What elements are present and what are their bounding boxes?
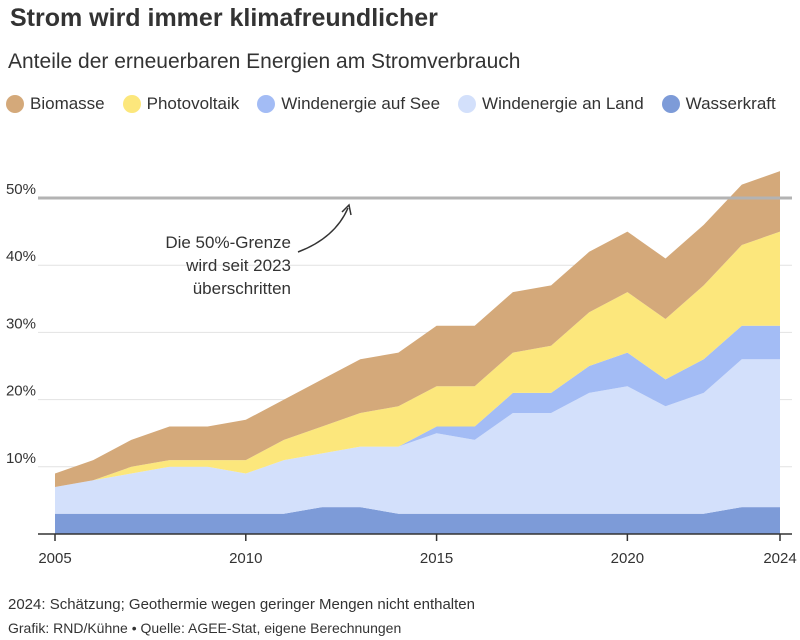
- legend-label-wind-land: Windenergie an Land: [482, 94, 644, 113]
- area-series: [55, 171, 780, 534]
- annotation-line-2: wird seit 2023: [185, 256, 291, 275]
- area-wasserkraft: [55, 507, 780, 534]
- legend-item-photovoltaik: Photovoltaik: [122, 94, 240, 114]
- legend-item-wasserkraft: Wasserkraft: [661, 94, 776, 114]
- legend-swatch-photovoltaik: [122, 95, 141, 113]
- annotation-line-3: überschritten: [193, 279, 291, 298]
- y-tick-label-30: 30%: [6, 315, 36, 332]
- annotation-arrow: [297, 207, 349, 253]
- legend-item-wind-see: Windenergie auf See: [257, 94, 440, 114]
- legend-label-biomasse: Biomasse: [30, 94, 105, 113]
- chart-title: Strom wird immer klimafreundlicher: [10, 4, 438, 32]
- y-tick-label-20: 20%: [6, 383, 36, 400]
- legend-swatch-biomasse: [6, 95, 24, 113]
- area-windenergie-auf-see: [55, 325, 780, 487]
- x-tick-label-2005: 2005: [38, 550, 71, 567]
- area-windenergie-an-land: [55, 359, 780, 514]
- x-tick-label-2020: 2020: [611, 550, 644, 567]
- legend-item-wind-land: Windenergie an Land: [458, 94, 644, 114]
- annotation-arrowhead: [341, 203, 352, 216]
- legend-swatch-wind-land: [458, 95, 477, 113]
- source-credit: Grafik: RND/Kühne • Quelle: AGEE-Stat, e…: [8, 620, 402, 636]
- legend-swatch-wasserkraft: [661, 95, 680, 113]
- legend-label-photovoltaik: Photovoltaik: [146, 94, 240, 113]
- x-tick-label-2015: 2015: [420, 550, 453, 567]
- legend-item-biomasse: Biomasse: [6, 94, 105, 114]
- y-tick-label-50: 50%: [6, 181, 36, 198]
- x-tick-label-2010: 2010: [229, 550, 262, 567]
- legend-swatch-wind-see: [257, 95, 276, 113]
- area-photovoltaik: [55, 231, 780, 487]
- y-tick-label-40: 40%: [6, 248, 36, 265]
- legend-label-wasserkraft: Wasserkraft: [685, 94, 776, 113]
- legend: Biomasse Photovoltaik Windenergie auf Se…: [6, 94, 776, 114]
- area-biomasse: [55, 171, 780, 487]
- chart-subtitle: Anteile der erneuerbaren Energien am Str…: [8, 50, 521, 73]
- annotation-line-1: Die 50%-Grenze: [165, 233, 291, 252]
- legend-label-wind-see: Windenergie auf See: [281, 94, 441, 113]
- y-tick-label-10: 10%: [6, 450, 36, 467]
- footnote: 2024: Schätzung; Geothermie wegen gering…: [8, 596, 475, 613]
- x-tick-label-2024: 2024: [763, 550, 796, 567]
